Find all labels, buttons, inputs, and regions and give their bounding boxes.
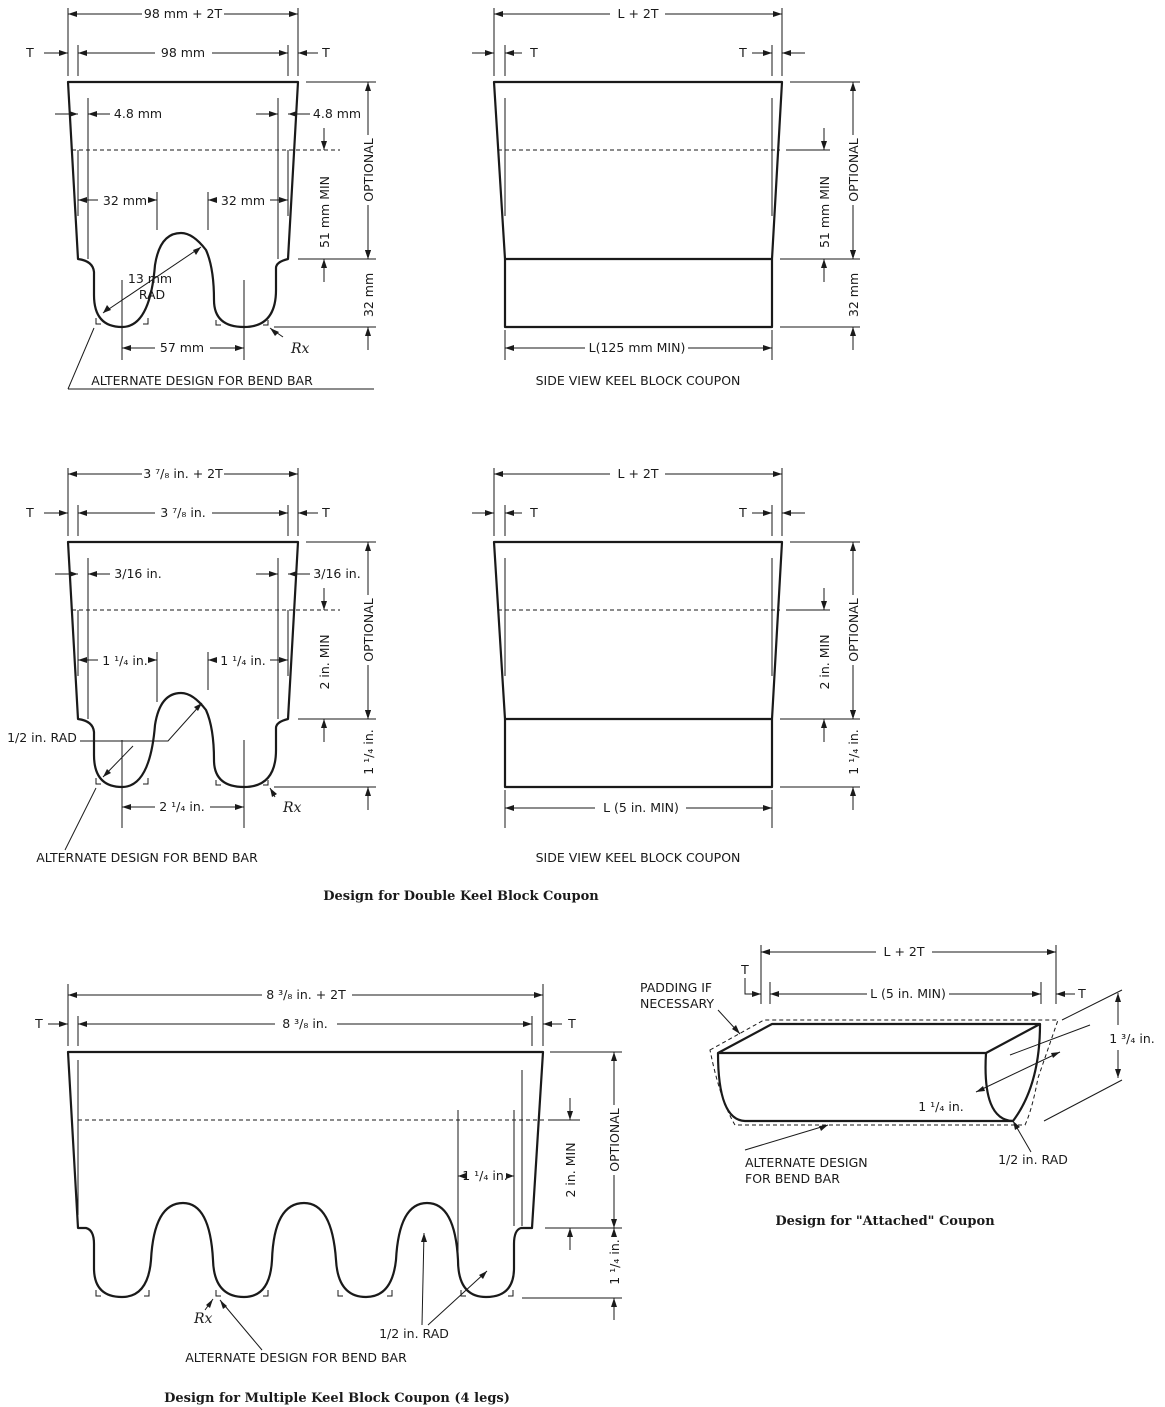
dim-3-7-8in: 3 ⁷/₈ in. [160, 505, 206, 520]
dim-1-3-4in: 1 ³/₄ in. [1109, 1031, 1155, 1046]
inch-side-view [492, 468, 860, 828]
dim-t-right: T [1077, 986, 1086, 1001]
dim-98mm-2t: 98 mm + 2T [144, 6, 223, 21]
dim-4-8mm-right: 4.8 mm [313, 106, 361, 121]
dim-l-5in-min: L (5 in. MIN) [603, 800, 679, 815]
caption-double-keel: Design for Double Keel Block Coupon [323, 889, 599, 904]
dim-t-left: T [740, 962, 749, 977]
dim-t-right: T [567, 1016, 576, 1031]
alternate-design-label: ALTERNATE DESIGN FOR BEND BAR [91, 373, 313, 388]
dim-32mm-height: 32 mm [361, 273, 376, 317]
alternate-design-label: ALTERNATE DESIGN FOR BEND BAR [185, 1350, 407, 1365]
dim-3-7-8in-2t: 3 ⁷/₈ in. + 2T [143, 466, 223, 481]
metric-side-view [492, 8, 860, 360]
metric-double-keel-front [66, 8, 376, 390]
caption-multiple-keel: Design for Multiple Keel Block Coupon (4… [164, 1391, 510, 1406]
alternate-design-line-2: FOR BEND BAR [745, 1171, 840, 1186]
dim-l-5in-min: L (5 in. MIN) [870, 986, 946, 1001]
dim-half-in-rad: 1/2 in. RAD [379, 1326, 449, 1341]
dim-4-8mm-left: 4.8 mm [114, 106, 162, 121]
padding-line-1: PADDING IF [640, 980, 712, 995]
dim-1-1-4in-left: 1 ¹/₄ in. [102, 653, 148, 668]
dim-optional: OPTIONAL [846, 598, 861, 661]
dim-l-2t: L + 2T [618, 6, 659, 21]
dim-t-right: T [321, 505, 330, 520]
dim-1-1-4in-height: 1 ¹/₄ in. [607, 1239, 622, 1285]
dim-t-right: T [321, 45, 330, 60]
dim-8-3-8in-2t: 8 ³/₈ in. + 2T [266, 987, 346, 1002]
dim-32mm-left: 32 mm [103, 193, 147, 208]
dim-2in-min: 2 in. MIN [817, 634, 832, 689]
rx-label: Rx [282, 800, 302, 816]
dim-t-left: T [529, 505, 538, 520]
inch-side-view-dimensions: L + 2T T T L (5 in. MIN) SIDE VIEW KEEL … [472, 466, 861, 865]
dim-2in-min: 2 in. MIN [563, 1142, 578, 1197]
padding-line-2: NECESSARY [640, 996, 714, 1011]
dim-optional: OPTIONAL [361, 598, 376, 661]
dim-2in-min: 2 in. MIN [317, 634, 332, 689]
rx-label: Rx [290, 341, 310, 357]
dim-l-125mm-min: L(125 mm MIN) [589, 340, 686, 355]
dim-13mm: 13 mm [128, 271, 172, 286]
dim-t-left: T [25, 45, 34, 60]
metric-side-view-dimensions: L + 2T T T L(125 mm MIN) SIDE VIEW KEEL … [472, 6, 861, 388]
side-view-label: SIDE VIEW KEEL BLOCK COUPON [536, 373, 741, 388]
dim-t-left: T [25, 505, 34, 520]
multiple-keel-front [66, 984, 622, 1351]
dim-51mm-min: 51 mm MIN [317, 176, 332, 248]
dim-1-1-4in-leg: 1 ¹/₄ in. [462, 1168, 508, 1183]
dim-1-1-4in-height: 1 ¹/₄ in. [846, 729, 861, 775]
dim-optional: OPTIONAL [846, 138, 861, 201]
dim-3-16in-left: 3/16 in. [114, 566, 161, 581]
dim-1-1-4in-right: 1 ¹/₄ in. [220, 653, 266, 668]
dim-51mm-min: 51 mm MIN [817, 176, 832, 248]
caption-attached: Design for "Attached" Coupon [775, 1214, 995, 1229]
dim-half-in-rad: 1/2 in. RAD [7, 730, 77, 745]
inch-double-keel-dimensions: 3 ⁷/₈ in. + 2T 3 ⁷/₈ in. T T 3/16 in. 3/… [7, 466, 376, 865]
dim-1-1-4in: 1 ¹/₄ in. [918, 1099, 964, 1114]
dim-32mm-right: 32 mm [221, 193, 265, 208]
attached-coupon-3d [709, 945, 1123, 1153]
dim-2-1-4in: 2 ¹/₄ in. [159, 799, 205, 814]
dim-3-16in-right: 3/16 in. [313, 566, 360, 581]
dim-optional: OPTIONAL [361, 138, 376, 201]
rx-label: Rx [193, 1311, 213, 1327]
dim-l-2t: L + 2T [884, 944, 925, 959]
dim-32mm-height: 32 mm [846, 273, 861, 317]
dim-l-2t: L + 2T [618, 466, 659, 481]
attached-coupon-dimensions: L + 2T L (5 in. MIN) T T 1 ³/₄ in. 1 ¹/₄… [640, 944, 1155, 1186]
dim-t-right: T [738, 505, 747, 520]
multiple-keel-dimensions: 8 ³/₈ in. + 2T 8 ³/₈ in. T T 1 ¹/₄ in. 2… [34, 987, 622, 1365]
alternate-design-label: ALTERNATE DESIGN FOR BEND BAR [36, 850, 258, 865]
dim-57mm: 57 mm [160, 340, 204, 355]
dim-t-left: T [529, 45, 538, 60]
dim-8-3-8in: 8 ³/₈ in. [282, 1016, 328, 1031]
dim-13mm-rad: RAD [139, 287, 165, 302]
dim-1-1-4in-height: 1 ¹/₄ in. [361, 729, 376, 775]
dim-optional: OPTIONAL [607, 1108, 622, 1171]
side-view-label: SIDE VIEW KEEL BLOCK COUPON [536, 850, 741, 865]
metric-double-keel-dimensions: 98 mm + 2T 98 mm T T 4.8 mm 4.8 mm 32 mm… [25, 6, 376, 388]
dim-98mm: 98 mm [161, 45, 205, 60]
dim-half-in-rad: 1/2 in. RAD [998, 1152, 1068, 1167]
alternate-design-line-1: ALTERNATE DESIGN [745, 1155, 868, 1170]
dim-t-left: T [34, 1016, 43, 1031]
dim-t-right: T [738, 45, 747, 60]
